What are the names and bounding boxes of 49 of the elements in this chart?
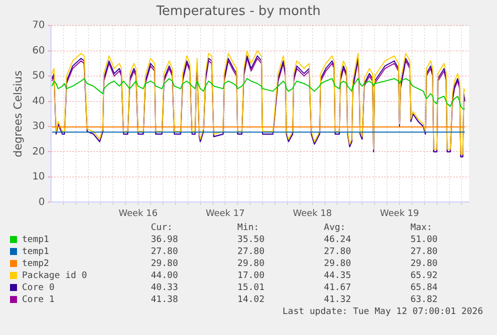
text: Min: (237, 222, 260, 234)
x-tick-label: Week 17 (206, 208, 245, 219)
y-axis-title: degrees Celsius (11, 70, 24, 158)
legend-label: temp2 (21, 258, 50, 270)
text: 29.80 (324, 258, 352, 270)
text: 46.24 (324, 234, 352, 246)
text: 27.80 (324, 246, 352, 258)
text: 27.80 (410, 246, 439, 258)
text: 27.80 (237, 246, 266, 258)
legend-label: temp1 (21, 246, 50, 258)
text: Last update: Tue May 12 07:00:01 2026 (282, 307, 483, 317)
text: 44.35 (324, 270, 352, 282)
legend-label: temp1 (21, 234, 50, 246)
y-tick-label: 10 (32, 172, 45, 183)
legend-label: Package id 0 (21, 270, 88, 282)
legend-label: Core 1 (21, 294, 56, 306)
text: 65.92 (410, 270, 439, 282)
text: Cur: (150, 222, 174, 234)
text: 36.98 (150, 234, 179, 246)
y-tick-label: 50 (32, 70, 45, 82)
text: 41.38 (150, 294, 179, 306)
y-tick-label: 70 (32, 20, 45, 32)
text: 27.80 (150, 246, 179, 258)
text: 41.32 (324, 294, 352, 306)
text: Avg: (324, 222, 347, 234)
y-tick-label: 30 (32, 121, 45, 132)
text: 51.00 (410, 234, 439, 246)
text: 65.84 (410, 282, 439, 294)
y-tick-label: 60 (32, 45, 45, 56)
text: Max: (410, 222, 434, 234)
text: 35.50 (237, 234, 266, 246)
x-tick-label: Week 18 (292, 208, 332, 219)
text: 29.80 (237, 258, 266, 270)
text: 14.02 (237, 294, 266, 306)
text: 29.80 (150, 258, 179, 270)
text: 17.00 (237, 270, 266, 282)
legend-label: Core 0 (21, 282, 56, 294)
text: 15.01 (237, 282, 266, 294)
text: 29.80 (410, 258, 439, 270)
chart-title: Temperatures - by month (155, 4, 321, 20)
y-tick-label: 0 (38, 196, 45, 208)
y-tick-label: 40 (32, 96, 45, 107)
text: 44.00 (150, 270, 179, 282)
text: 41.67 (324, 282, 352, 294)
text: 40.33 (150, 282, 179, 294)
x-tick-label: Week 19 (380, 208, 420, 219)
y-tick-label: 20 (32, 146, 45, 158)
x-tick-label: Week 16 (118, 208, 158, 219)
text: 63.82 (410, 294, 439, 306)
